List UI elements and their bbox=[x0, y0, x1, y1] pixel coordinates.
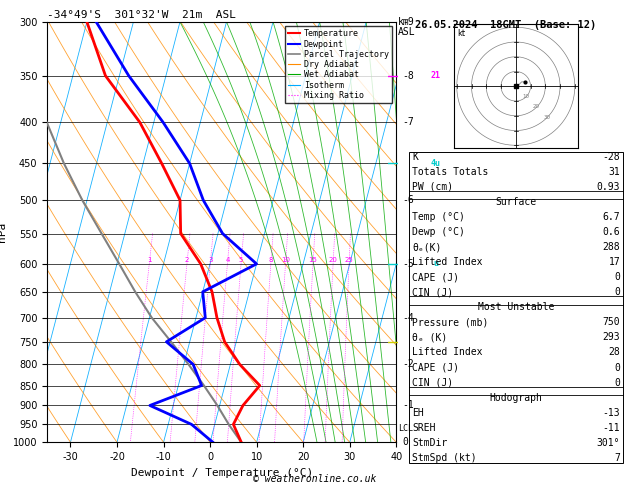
Text: Hodograph: Hodograph bbox=[489, 393, 542, 403]
Text: PW (cm): PW (cm) bbox=[412, 182, 453, 192]
Text: 0.6: 0.6 bbox=[603, 227, 620, 237]
Text: 6.7: 6.7 bbox=[603, 212, 620, 222]
Text: -1: -1 bbox=[403, 400, 415, 411]
Text: Dewp (°C): Dewp (°C) bbox=[412, 227, 465, 237]
Text: 2: 2 bbox=[185, 257, 189, 263]
Text: 25: 25 bbox=[345, 257, 353, 263]
Text: CAPE (J): CAPE (J) bbox=[412, 272, 459, 282]
X-axis label: Dewpoint / Temperature (°C): Dewpoint / Temperature (°C) bbox=[131, 468, 313, 478]
Text: Surface: Surface bbox=[495, 197, 537, 207]
Text: EH: EH bbox=[412, 408, 424, 418]
Text: θₑ (K): θₑ (K) bbox=[412, 332, 447, 343]
Text: -13: -13 bbox=[603, 408, 620, 418]
Text: LCL: LCL bbox=[398, 423, 413, 433]
Text: Lifted Index: Lifted Index bbox=[412, 347, 482, 358]
Text: kt: kt bbox=[457, 29, 465, 38]
Y-axis label: hPa: hPa bbox=[0, 222, 8, 242]
Text: StmDir: StmDir bbox=[412, 438, 447, 448]
Text: 0: 0 bbox=[615, 363, 620, 373]
Text: Totals Totals: Totals Totals bbox=[412, 167, 488, 177]
Text: 10: 10 bbox=[523, 94, 530, 99]
Text: 8: 8 bbox=[269, 257, 273, 263]
Text: Lifted Index: Lifted Index bbox=[412, 257, 482, 267]
Text: SREH: SREH bbox=[412, 423, 435, 433]
Text: -6: -6 bbox=[403, 195, 415, 205]
Text: 0: 0 bbox=[403, 437, 408, 447]
Text: 26.05.2024  18GMT  (Base: 12): 26.05.2024 18GMT (Base: 12) bbox=[415, 20, 596, 31]
Text: -11: -11 bbox=[603, 423, 620, 433]
Text: Temp (°C): Temp (°C) bbox=[412, 212, 465, 222]
Text: θₑ(K): θₑ(K) bbox=[412, 242, 442, 252]
Text: 30: 30 bbox=[543, 115, 550, 120]
Text: 0: 0 bbox=[615, 272, 620, 282]
Text: K: K bbox=[412, 152, 418, 162]
Text: 288: 288 bbox=[603, 242, 620, 252]
Text: km
ASL: km ASL bbox=[398, 17, 416, 37]
Text: 31: 31 bbox=[608, 167, 620, 177]
Text: 0.93: 0.93 bbox=[597, 182, 620, 192]
Text: 5: 5 bbox=[239, 257, 243, 263]
Text: 4: 4 bbox=[225, 257, 230, 263]
Text: 750: 750 bbox=[603, 317, 620, 328]
Text: CAPE (J): CAPE (J) bbox=[412, 363, 459, 373]
Text: 21: 21 bbox=[431, 71, 441, 80]
Text: 293: 293 bbox=[603, 332, 620, 343]
Text: -4: -4 bbox=[403, 312, 415, 323]
Text: 3: 3 bbox=[208, 257, 213, 263]
Legend: Temperature, Dewpoint, Parcel Trajectory, Dry Adiabat, Wet Adiabat, Isotherm, Mi: Temperature, Dewpoint, Parcel Trajectory… bbox=[284, 26, 392, 103]
Text: 0: 0 bbox=[615, 378, 620, 388]
Text: 20: 20 bbox=[533, 104, 540, 109]
Text: CIN (J): CIN (J) bbox=[412, 287, 453, 297]
Text: StmSpd (kt): StmSpd (kt) bbox=[412, 453, 477, 463]
Text: -2: -2 bbox=[403, 359, 415, 369]
Text: © weatheronline.co.uk: © weatheronline.co.uk bbox=[253, 473, 376, 484]
Text: -7: -7 bbox=[403, 117, 415, 127]
Text: u: u bbox=[433, 260, 438, 268]
Text: 4u: 4u bbox=[431, 159, 441, 168]
Text: CIN (J): CIN (J) bbox=[412, 378, 453, 388]
Text: Pressure (mb): Pressure (mb) bbox=[412, 317, 488, 328]
Text: 301°: 301° bbox=[597, 438, 620, 448]
Text: 10: 10 bbox=[281, 257, 290, 263]
Text: 17: 17 bbox=[608, 257, 620, 267]
Text: -8: -8 bbox=[403, 70, 415, 81]
Text: -5: -5 bbox=[403, 259, 415, 269]
Text: 7: 7 bbox=[615, 453, 620, 463]
Text: -34°49'S  301°32'W  21m  ASL: -34°49'S 301°32'W 21m ASL bbox=[47, 10, 236, 20]
Text: -9: -9 bbox=[403, 17, 415, 27]
Text: 28: 28 bbox=[608, 347, 620, 358]
Text: 20: 20 bbox=[329, 257, 338, 263]
Text: Most Unstable: Most Unstable bbox=[477, 302, 554, 312]
Text: 0: 0 bbox=[615, 287, 620, 297]
Text: 15: 15 bbox=[309, 257, 318, 263]
Text: 1: 1 bbox=[147, 257, 152, 263]
Text: -28: -28 bbox=[603, 152, 620, 162]
